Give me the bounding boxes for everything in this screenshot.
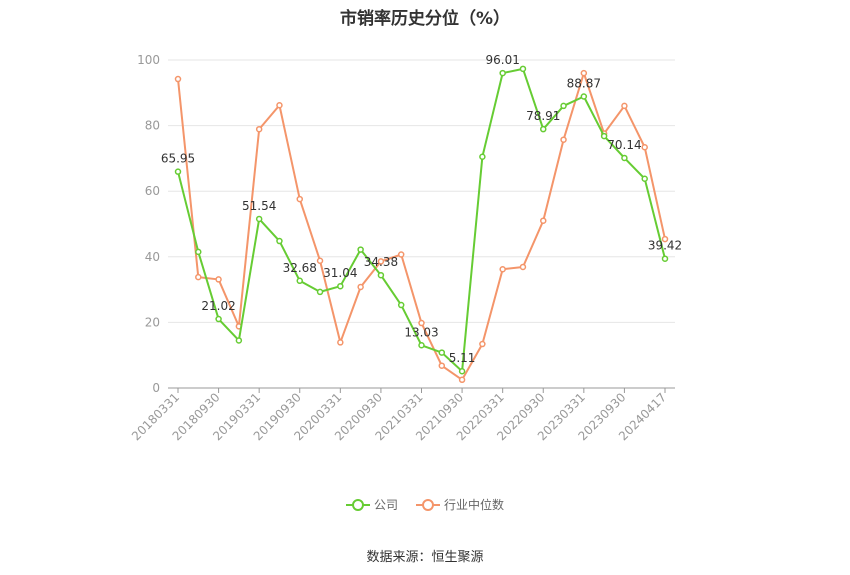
source-note: 数据来源：恒生聚源	[366, 550, 484, 565]
company-data-label: 51.54	[242, 199, 276, 213]
legend-label-company: 公司	[373, 498, 398, 512]
industry-median-point	[255, 125, 263, 133]
industry-median-point	[479, 340, 486, 348]
company-point	[600, 132, 608, 140]
company-data-label: 32.68	[283, 261, 317, 275]
company-point	[397, 301, 405, 309]
industry-median-point	[540, 217, 547, 224]
company-point	[479, 153, 486, 161]
company-point	[621, 154, 628, 162]
industry-median-point	[316, 257, 324, 264]
company-data-label: 78.91	[526, 109, 560, 123]
y-tick-label: 60	[145, 184, 160, 198]
industry-median-point	[418, 319, 425, 327]
industry-median-point	[641, 143, 648, 151]
company-point	[499, 69, 506, 77]
company-point	[357, 246, 364, 253]
company-point	[195, 248, 202, 256]
industry-median-point	[519, 263, 527, 271]
company-point	[661, 255, 669, 262]
company-data-label: 70.14	[607, 138, 641, 152]
industry-median-point	[458, 376, 466, 384]
y-tick-label: 0	[152, 381, 160, 395]
company-point	[235, 337, 243, 344]
company-point	[316, 288, 324, 296]
company-point	[458, 367, 466, 375]
industry-median-point	[296, 195, 303, 203]
company-point	[519, 65, 527, 73]
company-point	[296, 277, 303, 285]
company-point	[438, 349, 446, 356]
industry-median-point	[580, 69, 588, 77]
company-point	[377, 271, 385, 279]
company-data-label: 34.38	[364, 255, 398, 269]
company-point	[174, 168, 182, 175]
industry-median-point	[215, 276, 222, 283]
company-point	[255, 215, 263, 223]
chart-title: 市销率历史分位（%）	[339, 9, 511, 29]
company-data-label: 96.01	[485, 53, 519, 67]
industry-median-point	[499, 266, 506, 273]
company-data-label: 5.11	[449, 351, 476, 365]
industry-median-point	[621, 102, 628, 110]
y-tick-label: 80	[145, 119, 160, 133]
company-data-label: 39.42	[648, 239, 682, 253]
industry-median-point	[195, 273, 202, 281]
company-point	[215, 315, 222, 323]
industry-median-point	[337, 339, 344, 346]
industry-median-point	[174, 75, 182, 83]
industry-median-point	[397, 251, 405, 258]
y-tick-label: 20	[145, 315, 160, 329]
legend-item-industry-median[interactable]: 行业中位数	[416, 496, 504, 513]
legend-label-industry-median: 行业中位数	[444, 498, 505, 512]
legend-swatch-industry-median	[416, 498, 440, 512]
industry-median-point	[438, 362, 446, 369]
company-data-label: 88.87	[567, 77, 601, 91]
company-data-label: 65.95	[161, 152, 195, 166]
company-data-label: 21.02	[201, 299, 235, 313]
y-tick-label: 100	[137, 53, 160, 67]
company-point	[540, 125, 547, 133]
legend-swatch-company	[345, 498, 370, 512]
company-point	[337, 282, 344, 290]
company-point	[641, 175, 648, 182]
company-point	[560, 102, 567, 110]
legend-item-company[interactable]: 公司	[345, 496, 398, 513]
industry-median-point	[377, 258, 385, 265]
industry-median-point	[357, 283, 364, 291]
company-point	[276, 237, 283, 245]
company-point	[580, 93, 588, 100]
industry-median-point	[276, 102, 283, 109]
legend: 公司 行业中位数	[0, 496, 850, 513]
company-data-label: 31.04	[323, 266, 357, 280]
company-point	[418, 342, 425, 349]
y-tick-label: 40	[145, 250, 160, 264]
company-data-label: 13.03	[404, 325, 438, 339]
industry-median-point	[661, 235, 669, 243]
industry-median-point	[560, 136, 567, 143]
